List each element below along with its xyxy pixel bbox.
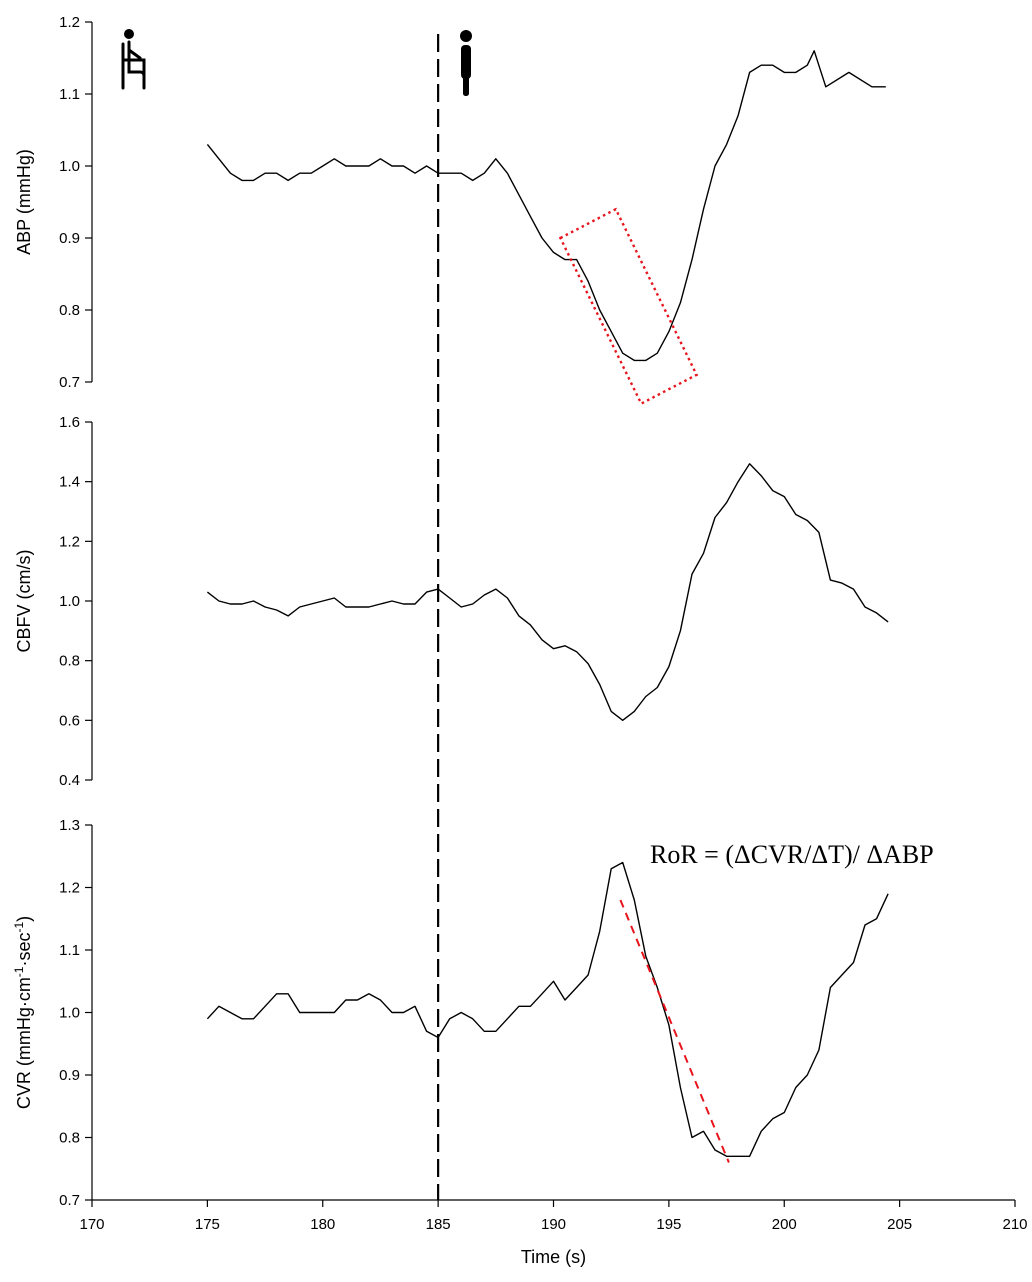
abp-panel: 0.7 0.8 0.9 1.0 1.1 1.2 ABP (mmHg): [14, 14, 886, 406]
x-tick-label: 190: [541, 1216, 566, 1233]
y-tick-label: 0.8: [59, 653, 80, 670]
cbfv-panel: 0.4 0.6 0.8 1.0 1.2 1.4 1.6 CBFV (cm/s): [14, 414, 889, 789]
series-line: [206, 463, 889, 721]
y-tick-label: 0.8: [59, 302, 80, 319]
x-tick-label: 195: [656, 1216, 681, 1233]
y-tick-label: 0.6: [59, 712, 80, 729]
series-line: [206, 50, 886, 362]
y-tick-label: 1.4: [59, 474, 80, 491]
highlight-box: [558, 207, 699, 406]
x-tick-label: 175: [195, 1216, 220, 1233]
x-tick-label: 170: [79, 1216, 104, 1233]
y-axis-title: CVR (mmHg·cm-1·sec-1): [12, 916, 34, 1109]
x-tick-label: 180: [310, 1216, 335, 1233]
y-tick-label: 1.3: [59, 817, 80, 834]
x-axis: 170 175 180 185 190 195 200 205 210 Time (s): [79, 1199, 1028, 1267]
x-tick-label: 200: [772, 1216, 797, 1233]
x-tick-label: 185: [426, 1216, 451, 1233]
x-tick-label: 210: [1002, 1216, 1027, 1233]
y-tick-label: 0.9: [59, 230, 80, 247]
slope-line: [619, 899, 730, 1163]
y-tick-label: 1.0: [59, 1005, 80, 1022]
y-tick-label: 0.7: [59, 374, 80, 391]
x-tick-label: 205: [887, 1216, 912, 1233]
y-tick-label: 1.2: [59, 14, 80, 31]
y-tick-label: 1.0: [59, 593, 80, 610]
y-tick-label: 1.1: [59, 942, 80, 959]
y-tick-label: 1.2: [59, 533, 80, 550]
y-tick-label: 1.6: [59, 414, 80, 431]
y-axis-title: ABP (mmHg): [14, 149, 34, 255]
y-tick-label: 0.4: [59, 772, 80, 789]
cvr-panel: 0.7 0.8 0.9 1.0 1.1 1.2 1.3 CVR (mmHg·cm-1·sec-…: [12, 817, 889, 1209]
y-axis-title: CBFV (cm/s): [14, 550, 34, 653]
y-tick-label: 0.8: [59, 1130, 80, 1147]
series-line: [206, 861, 889, 1158]
y-tick-label: 1.1: [59, 86, 80, 103]
ror-equation: RoR = (ΔCVR/ΔT)/ ΔABP: [650, 840, 934, 869]
y-tick-label: 0.9: [59, 1067, 80, 1084]
standing-person-icon: [460, 30, 472, 96]
y-tick-label: 1.0: [59, 158, 80, 175]
x-axis-title: Time (s): [521, 1247, 586, 1267]
y-tick-label: 0.7: [59, 1192, 80, 1209]
sitting-person-icon: [121, 29, 146, 90]
y-tick-label: 1.2: [59, 880, 80, 897]
